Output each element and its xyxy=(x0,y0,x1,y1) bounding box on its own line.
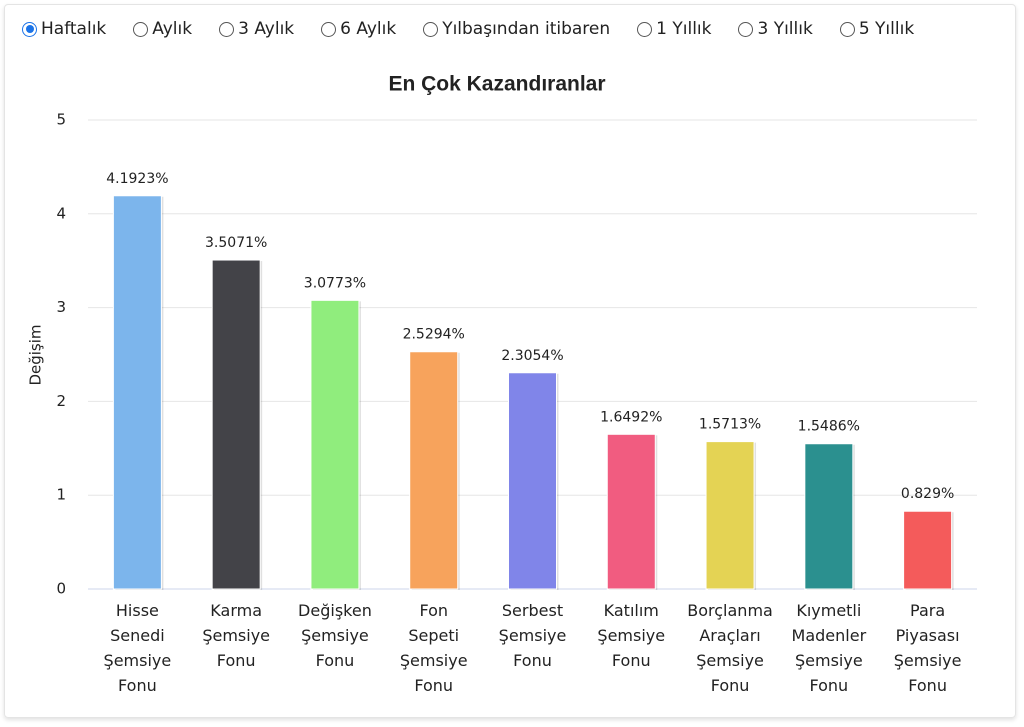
radio-option[interactable]: 3 Aylık xyxy=(219,19,294,39)
bar xyxy=(112,195,162,590)
radio-option[interactable]: Aylık xyxy=(133,19,192,39)
data-label: 1.5486% xyxy=(798,419,860,435)
y-tick-label: 1 xyxy=(56,486,66,504)
bar xyxy=(804,443,854,590)
radio-button[interactable] xyxy=(219,21,235,37)
radio-option[interactable]: 3 Yıllık xyxy=(738,19,813,39)
bar xyxy=(211,259,261,590)
data-label: 1.6492% xyxy=(600,409,662,425)
data-label: 1.5713% xyxy=(699,417,761,433)
x-tick-label: Değişken Şemsiye Fonu xyxy=(298,601,372,670)
y-tick-label: 0 xyxy=(56,580,66,598)
bar xyxy=(606,433,656,590)
bar xyxy=(903,510,953,590)
radio-button[interactable] xyxy=(133,21,149,37)
y-tick-label: 4 xyxy=(56,204,66,222)
data-label: 2.3054% xyxy=(501,348,563,364)
x-tick-label: Hisse Senedi Şemsiye Fonu xyxy=(103,601,172,695)
x-tick-label: Katılım Şemsiye Fonu xyxy=(597,601,666,670)
radio-button[interactable] xyxy=(423,21,439,37)
radio-button[interactable] xyxy=(839,21,855,37)
x-tick-label: Borçlanma Araçları Şemsiye Fonu xyxy=(687,601,773,695)
chart-title: En Çok Kazandıranlar xyxy=(388,73,605,96)
radio-option[interactable]: 1 Yıllık xyxy=(637,19,711,39)
data-label: 3.0773% xyxy=(304,275,366,291)
data-label: 3.5071% xyxy=(205,235,267,251)
bar xyxy=(508,372,557,590)
radio-button[interactable] xyxy=(321,21,337,37)
radio-label: Haftalık xyxy=(41,19,107,39)
radio-option[interactable]: 5 Yıllık xyxy=(839,19,915,39)
x-tick-label: Fon Sepeti Şemsiye Fonu xyxy=(399,601,468,695)
x-tick-label: Para Piyasası Şemsiye Fonu xyxy=(893,601,962,695)
bar xyxy=(409,351,459,590)
radio-button[interactable] xyxy=(22,21,37,37)
radio-label: 6 Aylık xyxy=(340,19,397,39)
radio-button[interactable] xyxy=(637,21,653,37)
radio-label: 5 Yıllık xyxy=(858,19,915,39)
x-tick-label: Serbest Şemsiye Fonu xyxy=(498,601,567,670)
radio-label: 3 Aylık xyxy=(238,19,295,39)
radio-option[interactable]: 6 Aylık xyxy=(321,19,396,39)
bar xyxy=(705,441,755,590)
data-label: 0.829% xyxy=(901,486,954,502)
bar xyxy=(310,299,360,590)
y-tick-label: 5 xyxy=(56,111,66,129)
radio-label: 1 Yıllık xyxy=(656,19,712,39)
x-tick-label: Kıymetli Madenler Şemsiye Fonu xyxy=(791,601,867,695)
y-tick-label: 3 xyxy=(56,298,66,316)
y-axis-label: Değişim xyxy=(27,324,45,385)
radio-label: Aylık xyxy=(152,19,193,39)
radio-button[interactable] xyxy=(738,21,754,37)
period-selector: Haftalık Aylık 3 Aylık 6 Aylık Yılbaşından i… xyxy=(22,19,914,39)
radio-option[interactable]: Haftalık xyxy=(22,19,106,39)
radio-label: 3 Yıllık xyxy=(757,19,813,39)
data-label: 2.5294% xyxy=(403,327,465,343)
x-tick-label: Karma Şemsiye Fonu xyxy=(202,601,271,670)
y-tick-label: 2 xyxy=(56,392,66,410)
card xyxy=(4,4,1016,718)
radio-option[interactable]: Yılbaşından itibaren xyxy=(423,19,610,39)
data-label: 4.1923% xyxy=(106,171,168,187)
radio-label: Yılbaşından itibaren xyxy=(442,19,611,39)
